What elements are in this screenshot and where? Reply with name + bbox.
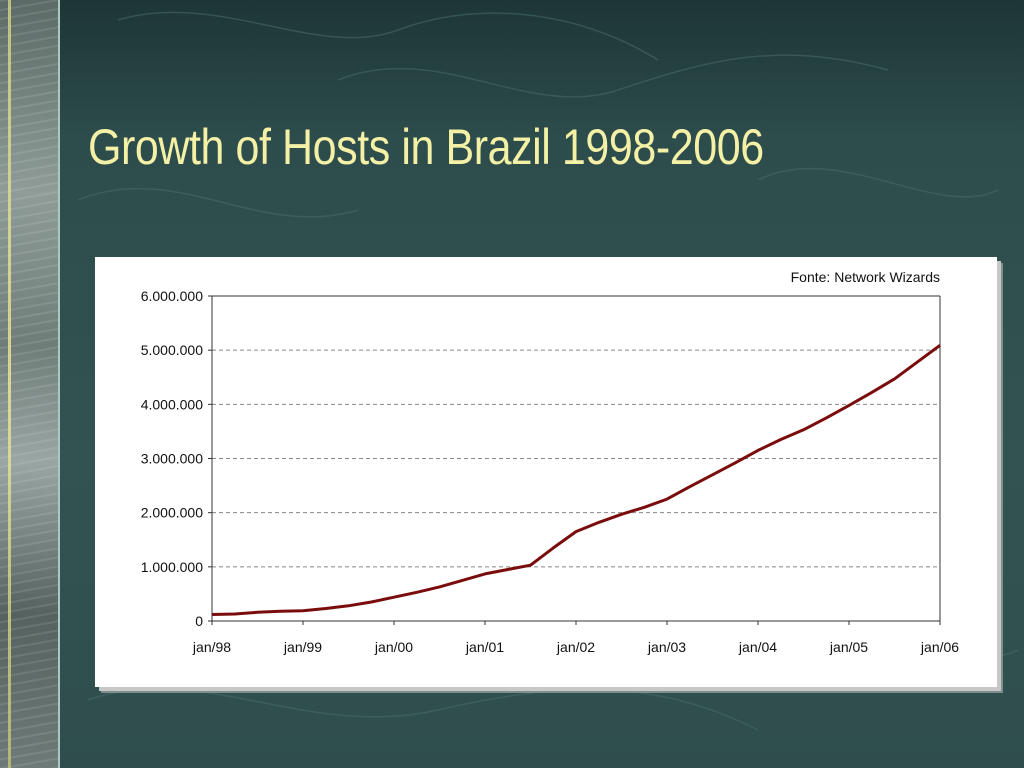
x-tick-label: jan/03 (647, 639, 686, 655)
line-chart: Fonte: Network Wizards 0 1.000.000 2.000.0… (141, 269, 960, 655)
x-tick-labels: jan/98 jan/99 jan/00 jan/01 jan/02 jan/03 jan/… (192, 621, 959, 655)
decorative-map-line (8, 0, 11, 768)
x-tick-label: jan/98 (192, 639, 231, 655)
x-tick-label: jan/04 (738, 639, 777, 655)
y-tick-label: 4.000.000 (141, 396, 203, 412)
y-tick-label: 5.000.000 (141, 342, 203, 358)
y-tick-label: 2.000.000 (141, 505, 203, 521)
chart-panel: Fonte: Network Wizards 0 1.000.000 2.000.0… (95, 257, 997, 687)
x-tick-label: jan/99 (283, 639, 322, 655)
gridlines (212, 349, 940, 568)
x-tick-label: jan/01 (465, 639, 504, 655)
x-tick-label: jan/00 (374, 639, 413, 655)
y-tick-labels: 0 1.000.000 2.000.000 3.000.000 4.000.000 5.0… (141, 288, 212, 629)
x-tick-label: jan/02 (556, 639, 595, 655)
y-tick-label: 6.000.000 (141, 288, 203, 304)
slide-title: Growth of Hosts in Brazil 1998-2006 (88, 119, 764, 175)
series-layer (211, 344, 941, 616)
x-tick-label: jan/06 (920, 639, 959, 655)
series-line-0 (211, 344, 941, 616)
y-tick-label: 0 (195, 613, 203, 629)
y-tick-label: 1.000.000 (141, 559, 203, 575)
y-tick-label: 3.000.000 (141, 451, 203, 467)
source-note: Fonte: Network Wizards (791, 269, 940, 285)
x-tick-label: jan/05 (829, 639, 868, 655)
